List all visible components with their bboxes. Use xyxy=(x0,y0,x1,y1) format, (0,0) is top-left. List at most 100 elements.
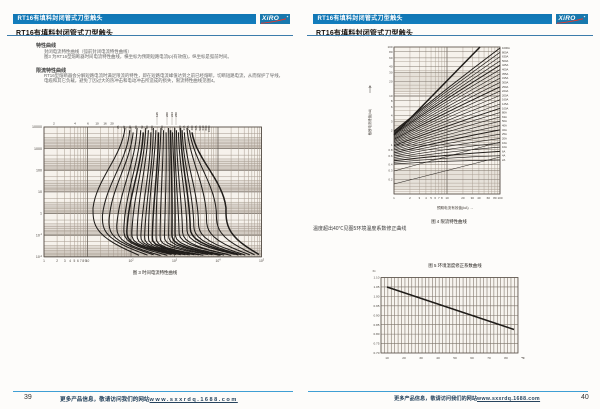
svg-text:224A: 224A xyxy=(502,89,508,93)
svg-text:80: 80 xyxy=(493,196,497,200)
svg-text:2: 2 xyxy=(56,259,58,263)
svg-text:20: 20 xyxy=(389,79,393,83)
svg-text:500A: 500A xyxy=(502,59,508,63)
svg-text:104: 104 xyxy=(215,259,221,263)
svg-text:100: 100 xyxy=(497,196,502,200)
svg-text:1: 1 xyxy=(391,143,393,147)
svg-text:40: 40 xyxy=(128,125,132,129)
svg-text:315A: 315A xyxy=(502,76,508,80)
svg-text:3: 3 xyxy=(64,259,66,263)
svg-text:30: 30 xyxy=(471,196,475,200)
svg-text:40: 40 xyxy=(477,196,481,200)
svg-text:8: 8 xyxy=(82,259,84,263)
svg-text:100: 100 xyxy=(387,45,392,49)
svg-text:50A: 50A xyxy=(502,119,507,123)
svg-text:80: 80 xyxy=(504,356,508,360)
svg-text:7: 7 xyxy=(438,196,440,200)
svg-text:8: 8 xyxy=(441,196,443,200)
svg-text:1000: 1000 xyxy=(207,125,211,132)
svg-text:630A: 630A xyxy=(502,55,508,59)
svg-text:60: 60 xyxy=(470,356,474,360)
svg-text:0.2: 0.2 xyxy=(388,177,393,181)
svg-text:6: 6 xyxy=(391,105,393,109)
svg-text:1.05: 1.05 xyxy=(373,285,379,289)
svg-text:0.70: 0.70 xyxy=(373,351,379,355)
svg-text:1000: 1000 xyxy=(34,147,42,151)
svg-text:6A: 6A xyxy=(502,149,505,153)
svg-text:800: 800 xyxy=(204,125,208,130)
svg-text:10000: 10000 xyxy=(32,125,42,129)
svg-text:0.90: 0.90 xyxy=(373,313,379,317)
svg-text:25A: 25A xyxy=(502,132,507,136)
svg-text:63A: 63A xyxy=(502,115,507,119)
svg-text:40: 40 xyxy=(389,65,393,69)
svg-text:10-2: 10-2 xyxy=(36,255,43,259)
svg-text:5: 5 xyxy=(430,196,432,200)
svg-text:60: 60 xyxy=(487,196,491,200)
svg-text:105: 105 xyxy=(259,259,265,263)
svg-text:4: 4 xyxy=(69,259,71,263)
svg-text:10: 10 xyxy=(385,356,389,360)
svg-text:2: 2 xyxy=(409,196,411,200)
svg-text:100A: 100A xyxy=(502,106,508,110)
svg-text:355A: 355A xyxy=(502,72,508,76)
svg-text:63: 63 xyxy=(140,125,144,129)
svg-text:6: 6 xyxy=(434,196,436,200)
svg-text:30: 30 xyxy=(389,71,393,75)
svg-text:425: 425 xyxy=(194,125,198,130)
svg-text:4: 4 xyxy=(74,122,76,126)
svg-text:300A: 300A xyxy=(502,80,508,84)
svg-text:103: 103 xyxy=(172,259,178,263)
svg-text:100: 100 xyxy=(36,168,42,172)
svg-text:0.4: 0.4 xyxy=(388,163,393,167)
svg-text:25: 25 xyxy=(116,125,120,129)
svg-text:0.8: 0.8 xyxy=(388,148,393,152)
svg-text:8: 8 xyxy=(391,99,393,103)
svg-text:200A: 200A xyxy=(502,93,508,97)
svg-text:16A: 16A xyxy=(502,141,507,145)
svg-text:0.6: 0.6 xyxy=(388,154,393,158)
svg-text:355: 355 xyxy=(186,125,190,130)
svg-text:20: 20 xyxy=(402,356,406,360)
svg-text:30: 30 xyxy=(419,356,423,360)
svg-text:1: 1 xyxy=(40,212,42,216)
svg-text:40: 40 xyxy=(436,356,440,360)
svg-text:125A: 125A xyxy=(502,102,508,106)
svg-text:截断电流峰值(kA): 截断电流峰值(kA) xyxy=(367,109,372,136)
svg-text:80: 80 xyxy=(389,50,393,54)
svg-text:1.10: 1.10 xyxy=(373,276,379,280)
svg-text:500: 500 xyxy=(198,125,202,130)
svg-text:5: 5 xyxy=(74,259,76,263)
svg-text:3: 3 xyxy=(418,196,420,200)
svg-text:1.00: 1.00 xyxy=(373,294,379,298)
svg-text:10: 10 xyxy=(389,94,393,98)
svg-text:630: 630 xyxy=(201,125,205,130)
svg-text:10-1: 10-1 xyxy=(36,233,43,237)
svg-text:10: 10 xyxy=(445,196,449,200)
svg-text:70: 70 xyxy=(487,356,491,360)
svg-text:20: 20 xyxy=(110,122,114,126)
svg-text:10: 10 xyxy=(86,259,90,263)
svg-text:16: 16 xyxy=(103,122,107,126)
svg-text:300: 300 xyxy=(178,125,182,130)
svg-text:4A: 4A xyxy=(502,154,505,158)
svg-text:1: 1 xyxy=(393,196,395,200)
svg-text:0.80: 0.80 xyxy=(373,332,379,336)
svg-text:Kt: Kt xyxy=(373,269,376,273)
svg-text:100: 100 xyxy=(150,125,154,130)
svg-text:7: 7 xyxy=(80,259,82,263)
svg-text:425A: 425A xyxy=(502,63,508,67)
svg-text:0.3: 0.3 xyxy=(388,169,393,173)
svg-text:20: 20 xyxy=(461,196,465,200)
svg-text:6: 6 xyxy=(87,122,89,126)
svg-text:℃: ℃ xyxy=(521,356,525,360)
svg-text:400A: 400A xyxy=(502,68,508,72)
svg-text:800A: 800A xyxy=(502,50,508,54)
svg-text:3: 3 xyxy=(391,120,393,124)
svg-text:160: 160 xyxy=(160,125,164,130)
svg-text:80A: 80A xyxy=(502,111,507,115)
svg-text:10: 10 xyxy=(38,190,42,194)
svg-text:40A: 40A xyxy=(502,124,507,128)
svg-text:400: 400 xyxy=(190,125,194,130)
svg-text:160A: 160A xyxy=(502,98,508,102)
